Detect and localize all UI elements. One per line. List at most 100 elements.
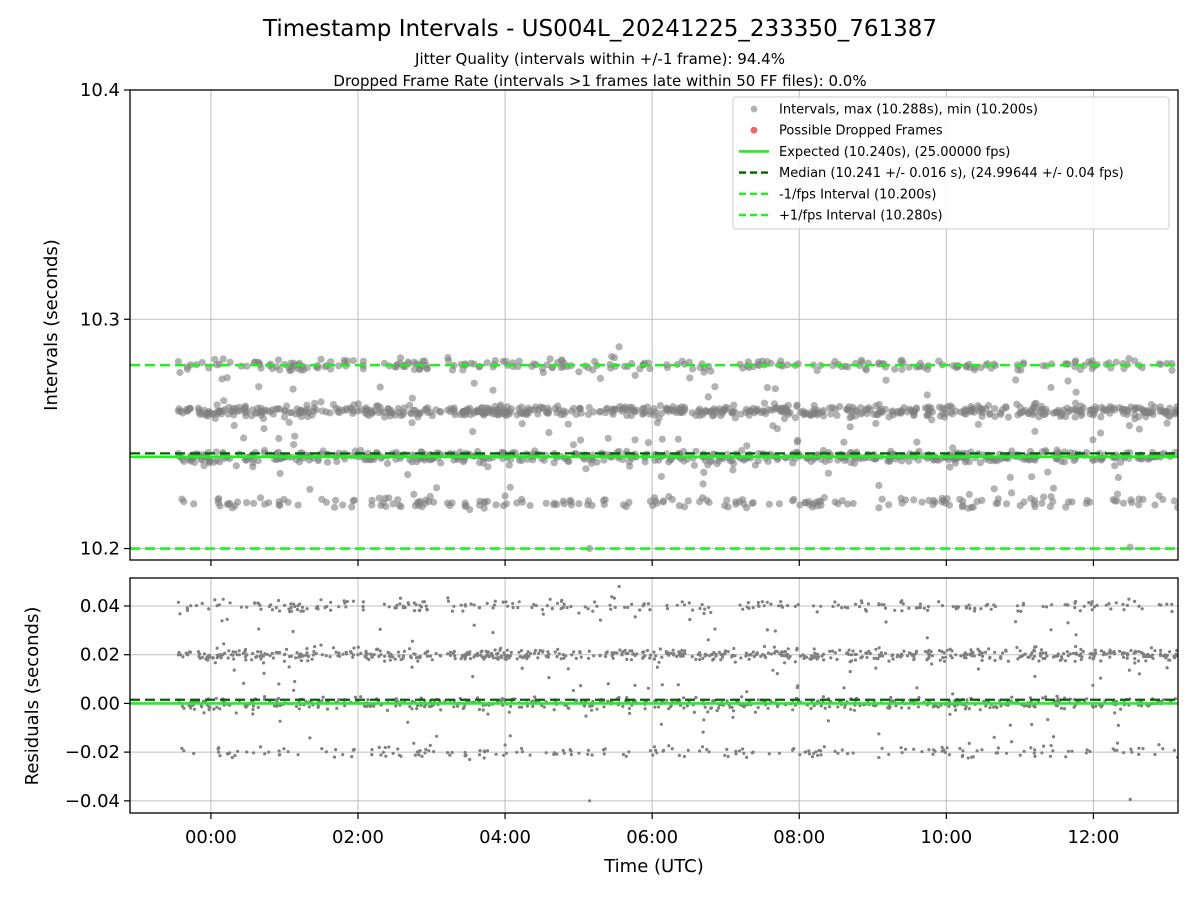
data-point	[836, 752, 839, 755]
data-point	[734, 752, 737, 755]
data-point	[791, 708, 794, 711]
data-point	[772, 385, 779, 392]
data-point	[893, 609, 896, 612]
data-point	[1094, 652, 1097, 655]
data-point	[692, 412, 699, 419]
data-point	[306, 486, 313, 493]
data-point	[304, 413, 311, 420]
data-point	[1041, 696, 1044, 699]
data-point	[1056, 654, 1059, 657]
data-point	[486, 749, 489, 752]
data-point	[1039, 654, 1042, 657]
data-point	[354, 407, 361, 414]
data-point	[691, 655, 694, 658]
data-point	[622, 650, 625, 653]
data-point	[648, 608, 651, 611]
data-point	[379, 628, 382, 631]
data-point	[478, 753, 481, 756]
data-point	[451, 751, 454, 754]
data-point	[1107, 602, 1110, 605]
data-point	[290, 441, 297, 448]
data-point	[1079, 652, 1082, 655]
data-point	[278, 753, 281, 756]
data-point	[231, 756, 234, 759]
data-point	[321, 653, 324, 656]
data-point	[1066, 604, 1069, 607]
data-point	[543, 500, 550, 507]
data-point	[1137, 650, 1140, 653]
data-point	[1089, 436, 1096, 443]
data-point	[867, 602, 870, 605]
data-point	[400, 658, 403, 661]
data-point	[757, 698, 760, 701]
data-point	[907, 706, 910, 709]
data-point	[423, 600, 426, 603]
data-point	[745, 756, 748, 759]
data-point	[991, 413, 998, 420]
data-point	[764, 384, 771, 391]
data-point	[1170, 610, 1173, 613]
data-point	[1142, 652, 1145, 655]
data-point	[618, 648, 621, 651]
data-point	[657, 661, 660, 664]
data-point	[745, 652, 748, 655]
data-point	[605, 652, 608, 655]
data-point	[526, 704, 529, 707]
data-point	[221, 653, 224, 656]
data-point	[1025, 410, 1032, 417]
data-point	[476, 654, 479, 657]
data-point	[1033, 752, 1036, 755]
data-point	[217, 751, 220, 754]
data-point	[516, 606, 519, 609]
data-point	[705, 393, 712, 400]
data-point	[262, 661, 265, 664]
data-point	[511, 606, 514, 609]
data-point	[530, 606, 533, 609]
data-point	[850, 653, 853, 656]
data-point	[341, 753, 344, 756]
data-point	[738, 749, 741, 752]
data-point	[377, 407, 384, 414]
data-point	[848, 649, 851, 652]
data-point	[326, 708, 329, 711]
data-point	[768, 407, 775, 414]
data-point	[794, 438, 801, 445]
data-point	[589, 502, 596, 509]
data-point	[896, 655, 899, 658]
data-point	[502, 754, 505, 757]
data-point	[877, 756, 880, 759]
data-point	[297, 753, 300, 756]
data-point	[464, 754, 467, 757]
data-point	[978, 650, 981, 653]
data-point	[322, 696, 325, 699]
data-point	[578, 410, 585, 417]
y-tick-label: 0.02	[80, 645, 120, 666]
data-point	[459, 366, 466, 373]
data-point	[680, 655, 683, 658]
data-point	[1019, 754, 1022, 757]
data-point	[683, 603, 686, 606]
data-point	[446, 596, 449, 599]
data-point	[1102, 653, 1105, 656]
data-point	[448, 754, 451, 757]
data-point	[614, 606, 617, 609]
data-point	[786, 604, 789, 607]
data-point	[1083, 500, 1090, 507]
data-point	[469, 428, 476, 435]
data-point	[778, 408, 785, 415]
data-point	[312, 653, 315, 656]
data-point	[979, 406, 986, 413]
data-point	[610, 595, 613, 598]
x-tick-label: 04:00	[479, 827, 531, 848]
data-point	[1127, 496, 1134, 503]
data-point	[1019, 610, 1022, 613]
data-point	[271, 608, 274, 611]
data-point	[808, 752, 811, 755]
data-point	[451, 610, 454, 613]
data-point	[1133, 657, 1136, 660]
data-point	[227, 649, 230, 652]
data-point	[1050, 603, 1053, 606]
data-point	[329, 601, 332, 604]
data-point	[261, 501, 268, 508]
data-point	[676, 604, 679, 607]
